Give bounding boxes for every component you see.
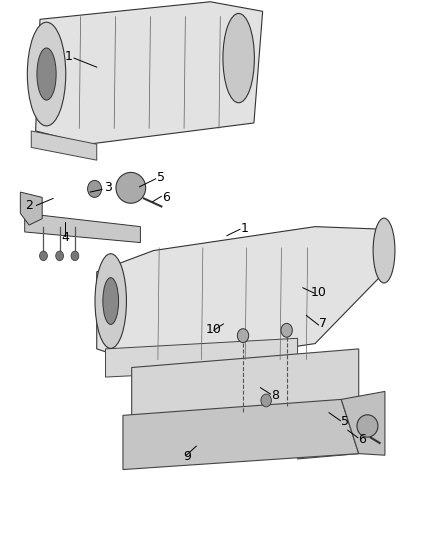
Polygon shape bbox=[31, 131, 97, 160]
Text: 7: 7 bbox=[319, 318, 327, 330]
Text: 1: 1 bbox=[64, 50, 72, 63]
Text: 10: 10 bbox=[311, 286, 326, 298]
Ellipse shape bbox=[103, 278, 119, 325]
Circle shape bbox=[281, 324, 292, 337]
Text: 5: 5 bbox=[341, 415, 349, 428]
Ellipse shape bbox=[116, 172, 146, 203]
Circle shape bbox=[261, 394, 272, 407]
Text: 6: 6 bbox=[358, 433, 366, 446]
Ellipse shape bbox=[373, 218, 395, 283]
Text: 2: 2 bbox=[25, 199, 33, 212]
Text: 5: 5 bbox=[157, 171, 166, 184]
Text: 8: 8 bbox=[271, 389, 279, 402]
Polygon shape bbox=[20, 192, 42, 225]
Polygon shape bbox=[35, 2, 263, 144]
Text: 10: 10 bbox=[206, 322, 222, 336]
Polygon shape bbox=[106, 338, 297, 377]
Circle shape bbox=[237, 329, 249, 343]
Text: 4: 4 bbox=[61, 231, 69, 244]
Circle shape bbox=[88, 180, 102, 197]
Ellipse shape bbox=[357, 415, 378, 437]
Polygon shape bbox=[123, 399, 359, 470]
Circle shape bbox=[56, 251, 64, 261]
Ellipse shape bbox=[27, 22, 66, 126]
Polygon shape bbox=[97, 227, 385, 368]
Polygon shape bbox=[25, 213, 141, 243]
Text: 3: 3 bbox=[104, 181, 112, 195]
Circle shape bbox=[39, 251, 47, 261]
Polygon shape bbox=[132, 349, 359, 459]
Ellipse shape bbox=[37, 48, 56, 100]
Text: 6: 6 bbox=[162, 191, 170, 204]
Text: 1: 1 bbox=[240, 222, 248, 235]
Circle shape bbox=[71, 251, 79, 261]
Ellipse shape bbox=[95, 254, 127, 349]
Ellipse shape bbox=[223, 13, 254, 103]
Polygon shape bbox=[341, 391, 385, 455]
Text: 9: 9 bbox=[184, 450, 191, 463]
